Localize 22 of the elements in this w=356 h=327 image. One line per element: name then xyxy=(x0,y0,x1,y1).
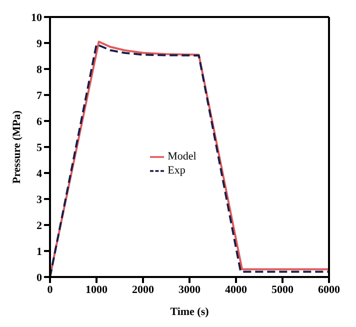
x-tick-label: 3000 xyxy=(178,284,201,296)
x-tick-label: 1000 xyxy=(86,284,108,296)
x-tick-label: 6000 xyxy=(318,284,340,296)
y-tick-label: 7 xyxy=(36,90,42,102)
y-tick-label: 1 xyxy=(36,246,42,258)
y-tick-label: 2 xyxy=(36,220,42,232)
x-tick-label: 5000 xyxy=(272,284,294,296)
y-tick-label: 10 xyxy=(31,12,42,24)
y-tick-label: 5 xyxy=(36,142,42,154)
y-tick-label: 6 xyxy=(36,116,42,128)
legend-label: Exp xyxy=(168,164,186,176)
y-tick-label: 4 xyxy=(36,168,42,180)
y-tick-label: 9 xyxy=(36,38,42,50)
y-axis-title: Pressure (MPa) xyxy=(10,110,23,184)
x-tick-label: 4000 xyxy=(225,284,248,296)
y-tick-label: 0 xyxy=(36,272,42,284)
x-tick-label: 2000 xyxy=(132,284,154,296)
legend-label: Model xyxy=(168,150,196,162)
y-tick-label: 8 xyxy=(36,64,42,76)
y-tick-label: 3 xyxy=(36,194,42,206)
x-tick-label: 0 xyxy=(47,284,54,296)
x-axis-title: Time (s) xyxy=(170,306,210,318)
